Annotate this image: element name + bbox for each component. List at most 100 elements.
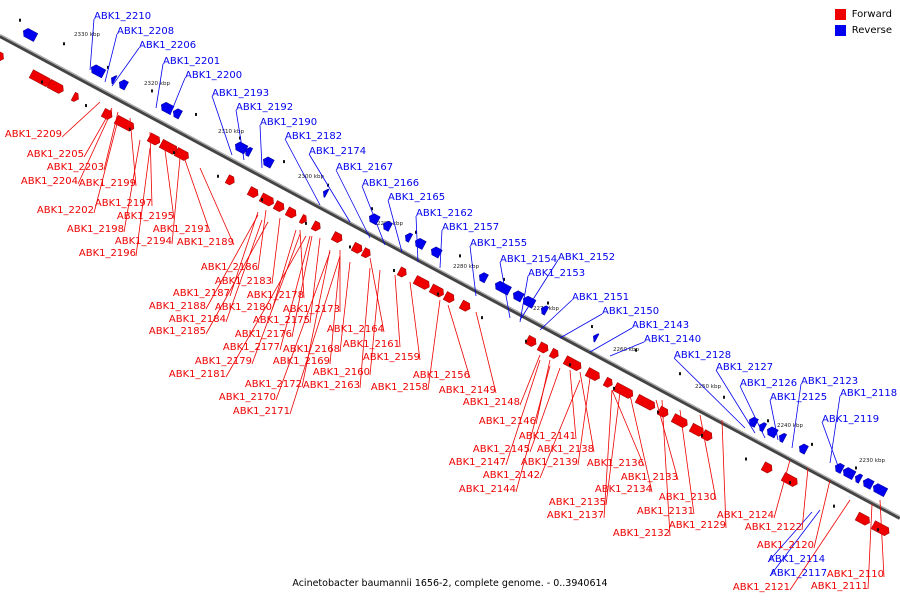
gene-label: ABK1_2184: [169, 314, 226, 325]
gene-label: ABK1_2183: [215, 276, 272, 287]
forward-gene: [246, 186, 259, 199]
leader-line: [721, 419, 727, 529]
minor-feature: [129, 127, 131, 131]
leader-line: [867, 503, 873, 590]
gene-label: ABK1_2174: [309, 146, 366, 157]
gene-label: ABK1_2118: [840, 388, 897, 399]
gene-shape: [173, 108, 183, 120]
leader-line: [611, 389, 645, 467]
gene-shape: [799, 443, 809, 455]
gene-shape: [593, 333, 600, 343]
minor-feature: [173, 151, 175, 155]
leader-line: [673, 357, 746, 429]
gene-label: ABK1_2175: [253, 315, 310, 326]
minor-feature: [437, 292, 439, 296]
gene-label: ABK1_2167: [336, 162, 393, 173]
gene-label: ABK1_2197: [95, 198, 152, 209]
forward-gene: [458, 299, 471, 312]
minor-feature: [283, 160, 285, 164]
gene-shape: [310, 220, 321, 232]
gene-shape: [670, 413, 688, 428]
leader-line: [699, 414, 717, 501]
gene-shape: [442, 291, 455, 304]
gene-label: ABK1_2154: [500, 254, 557, 265]
leader-line: [89, 18, 95, 71]
gene-shape: [70, 91, 79, 102]
gene-label: ABK1_2190: [260, 117, 317, 128]
gene-label: ABK1_2173: [283, 304, 340, 315]
gene-shape: [835, 462, 845, 474]
gene-shape: [46, 79, 64, 94]
reverse-gene: [323, 188, 330, 198]
leader-line: [271, 217, 281, 285]
gene-label: ABK1_2209: [5, 129, 62, 140]
leader-line: [257, 209, 267, 271]
gene-shape: [330, 231, 343, 244]
gene-label: ABK1_2149: [439, 385, 496, 396]
gene-label: ABK1_2153: [528, 268, 585, 279]
forward-gene: [330, 231, 343, 244]
leader-line: [603, 389, 613, 519]
leader-line: [655, 399, 679, 481]
reverse-gene: [161, 101, 175, 115]
leader-line: [505, 359, 541, 466]
reverse-gene: [245, 146, 254, 157]
gene-label: ABK1_2120: [757, 540, 814, 551]
gene-label: ABK1_2161: [343, 339, 400, 350]
forward-gene: [284, 206, 297, 219]
gene-label: ABK1_2131: [637, 506, 694, 517]
gene-shape: [428, 283, 444, 298]
gene-shape: [272, 200, 285, 212]
gene-label: ABK1_2182: [285, 131, 342, 142]
map-caption: Acinetobacter baumannii 1656-2, complete…: [292, 578, 608, 589]
leader-line: [309, 237, 321, 324]
leader-line: [369, 269, 381, 376]
leader-line: [577, 377, 591, 466]
gene-label: ABK1_2210: [94, 11, 151, 22]
forward-gene: [584, 367, 600, 381]
leader-line: [767, 511, 813, 563]
leader-line: [629, 394, 653, 493]
forward-gene: [634, 393, 656, 411]
gene-label: ABK1_2185: [149, 326, 206, 337]
gene-label: ABK1_2110: [827, 569, 884, 580]
minor-feature: [349, 245, 351, 249]
gene-label: ABK1_2111: [811, 581, 868, 592]
gene-shape: [513, 290, 525, 303]
forward-gene: [670, 413, 688, 428]
reverse-gene: [111, 75, 118, 85]
minor-feature: [415, 230, 417, 234]
forward-gene: [224, 174, 235, 186]
tick-label: 2240 kbp: [777, 423, 803, 429]
leader-line: [679, 409, 695, 515]
forward-gene: [298, 214, 307, 224]
minor-feature: [679, 372, 681, 376]
forward-swatch: [834, 8, 846, 20]
gene-label: ABK1_2203: [47, 162, 104, 173]
minor-feature: [19, 18, 21, 22]
gene-shape: [412, 275, 430, 290]
reverse-gene: [759, 422, 768, 433]
gene-label: ABK1_2186: [201, 262, 258, 273]
leader-line: [77, 109, 113, 185]
gene-label: ABK1_2205: [27, 149, 84, 160]
gene-label: ABK1_2117: [770, 568, 827, 579]
reverse-gene: [513, 290, 525, 303]
gene-shape: [298, 214, 307, 224]
reverse-swatch: [834, 24, 846, 36]
gene-label: ABK1_2171: [233, 406, 290, 417]
tick-label: 2310 kbp: [218, 129, 244, 135]
gene-label: ABK1_2195: [117, 211, 174, 222]
leader-line: [83, 107, 113, 158]
legend: Forward Reverse: [834, 6, 892, 38]
backbone-line: [0, 34, 900, 520]
gene-label: ABK1_2160: [313, 367, 370, 378]
leader-line: [259, 124, 263, 169]
minor-feature: [41, 80, 43, 84]
gene-label: ABK1_2168: [283, 344, 340, 355]
leader-line: [235, 109, 245, 161]
gene-shape: [870, 520, 890, 537]
minor-feature: [701, 433, 703, 437]
gene-label: ABK1_2123: [801, 376, 858, 387]
